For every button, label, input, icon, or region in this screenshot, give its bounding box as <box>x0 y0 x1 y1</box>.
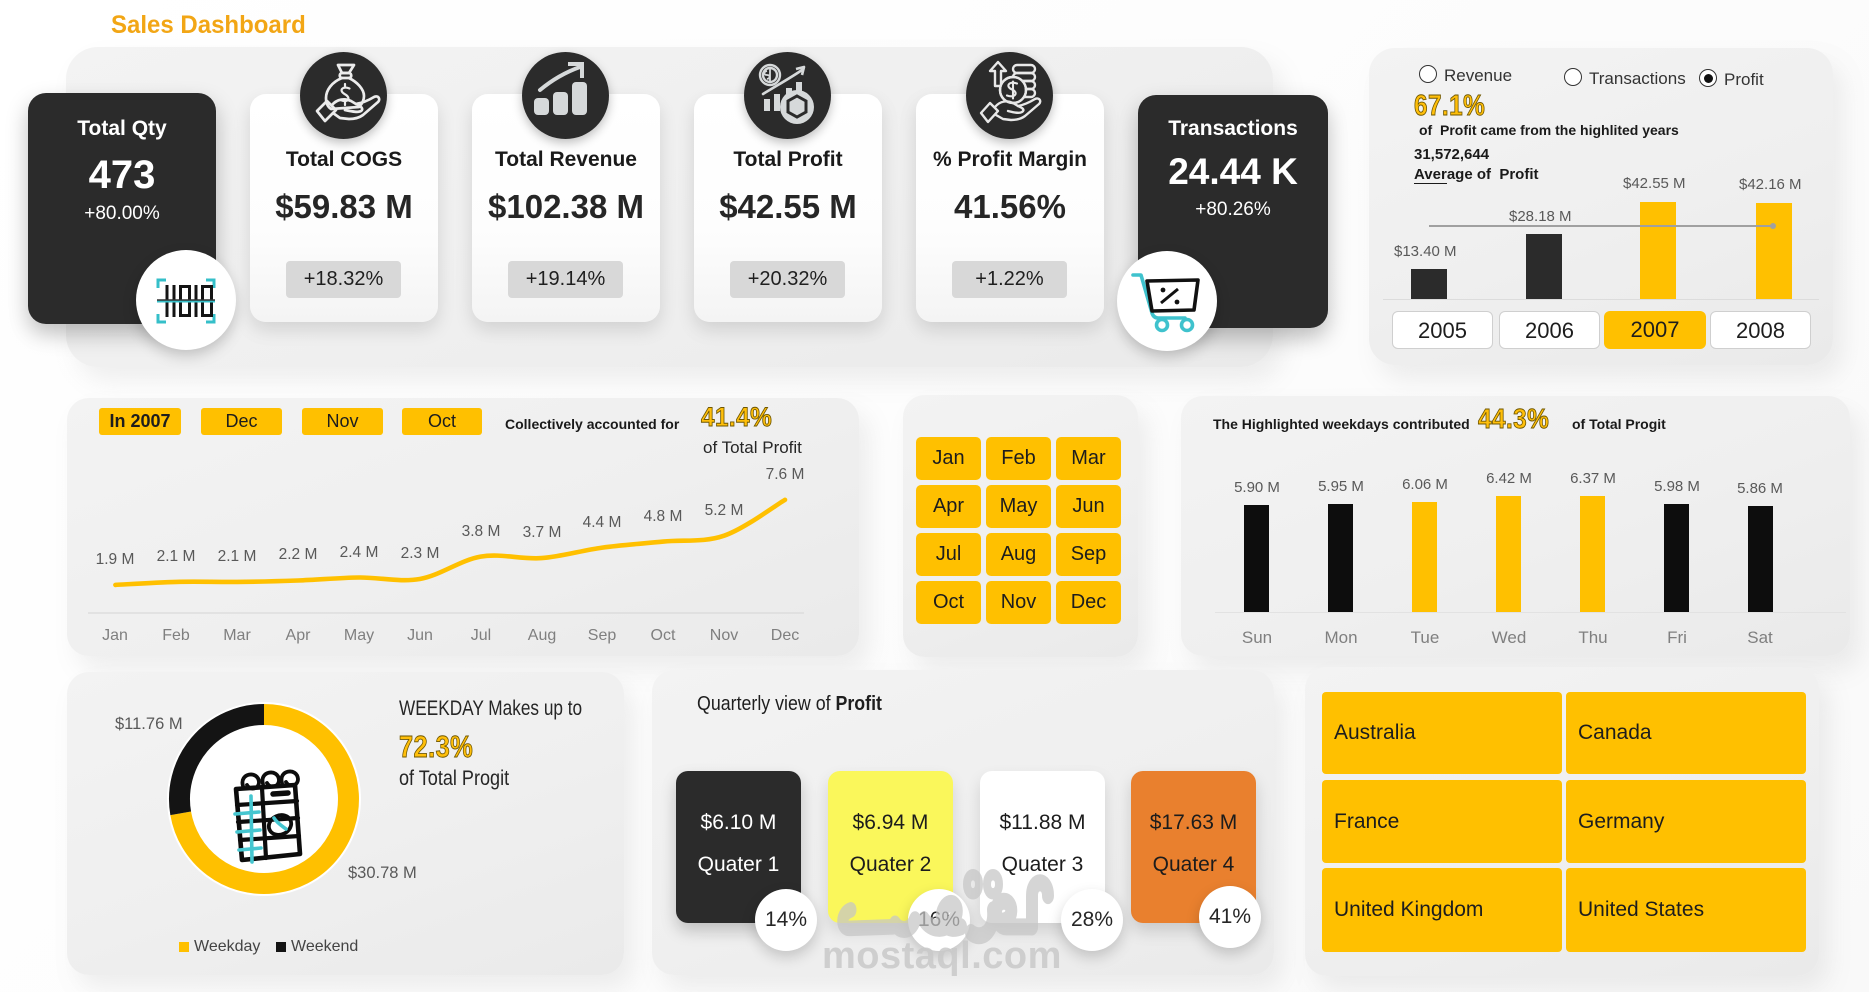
svg-text:mostaql.com: mostaql.com <box>822 935 1062 977</box>
